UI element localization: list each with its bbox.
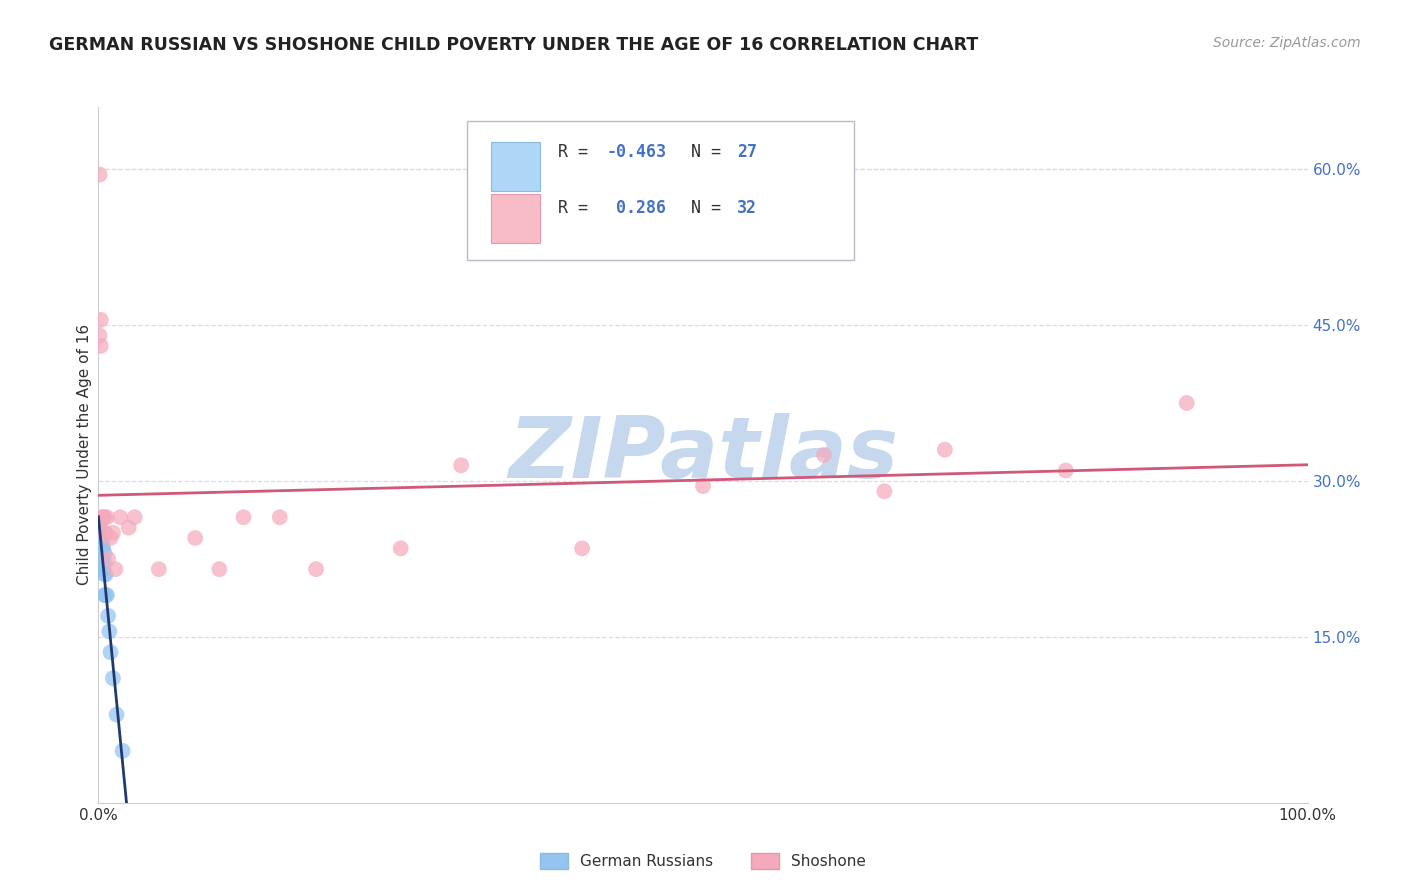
Point [100, 531, 122, 545]
Point [1175, 396, 1198, 410]
Point [91, 510, 114, 524]
Point [93, 547, 115, 561]
Point [208, 562, 231, 576]
Point [91, 541, 114, 556]
Point [93, 510, 115, 524]
Point [89, 520, 111, 534]
Point [97, 608, 120, 623]
Point [93, 525, 115, 540]
Y-axis label: Child Poverty Under the Age of 16: Child Poverty Under the Age of 16 [77, 325, 91, 585]
Point [90, 547, 112, 561]
Point [184, 531, 207, 545]
Point [101, 671, 124, 685]
Point [91, 562, 114, 576]
Point [89, 531, 111, 545]
Text: R =: R = [558, 144, 598, 161]
Point [148, 562, 170, 576]
Text: N =: N = [690, 199, 731, 217]
Point [118, 520, 141, 534]
Text: 32: 32 [737, 199, 756, 217]
Point [93, 567, 115, 582]
Text: -0.463: -0.463 [606, 144, 666, 161]
FancyBboxPatch shape [467, 121, 855, 260]
Point [305, 562, 328, 576]
Text: Source: ZipAtlas.com: Source: ZipAtlas.com [1213, 36, 1361, 50]
Point [87, 520, 110, 534]
FancyBboxPatch shape [492, 194, 540, 243]
Point [97, 551, 120, 566]
Legend: German Russians, Shoshone: German Russians, Shoshone [534, 847, 872, 875]
Point [105, 707, 128, 722]
Point [813, 448, 835, 462]
Point [100, 645, 122, 659]
Point [450, 458, 472, 473]
Text: GERMAN RUSSIAN VS SHOSHONE CHILD POVERTY UNDER THE AGE OF 16 CORRELATION CHART: GERMAN RUSSIAN VS SHOSHONE CHILD POVERTY… [49, 36, 979, 54]
Point [873, 484, 896, 499]
Point [89, 328, 111, 343]
Text: 0.286: 0.286 [606, 199, 666, 217]
Point [89, 531, 111, 545]
Point [1054, 463, 1077, 477]
Point [90, 536, 112, 550]
Text: R =: R = [558, 199, 607, 217]
Point [89, 168, 111, 182]
Point [108, 510, 131, 524]
Point [91, 562, 114, 576]
Point [90, 313, 112, 327]
Text: 27: 27 [737, 144, 756, 161]
Point [104, 562, 127, 576]
Point [692, 479, 714, 493]
Point [91, 551, 114, 566]
Point [98, 624, 121, 639]
Point [111, 744, 134, 758]
Point [232, 510, 254, 524]
Point [96, 510, 118, 524]
Point [934, 442, 956, 457]
Point [101, 525, 124, 540]
Text: ZIPatlas: ZIPatlas [508, 413, 898, 497]
Point [91, 510, 114, 524]
Point [269, 510, 291, 524]
Point [91, 536, 114, 550]
Point [571, 541, 593, 556]
Point [389, 541, 412, 556]
Point [91, 551, 114, 566]
Point [90, 339, 112, 353]
Point [91, 541, 114, 556]
Point [94, 567, 117, 582]
Point [96, 588, 118, 602]
Point [94, 588, 117, 602]
Point [93, 588, 115, 602]
Text: N =: N = [690, 144, 731, 161]
FancyBboxPatch shape [492, 142, 540, 191]
Point [93, 557, 115, 571]
Point [124, 510, 146, 524]
Point [94, 525, 117, 540]
Point [90, 536, 112, 550]
